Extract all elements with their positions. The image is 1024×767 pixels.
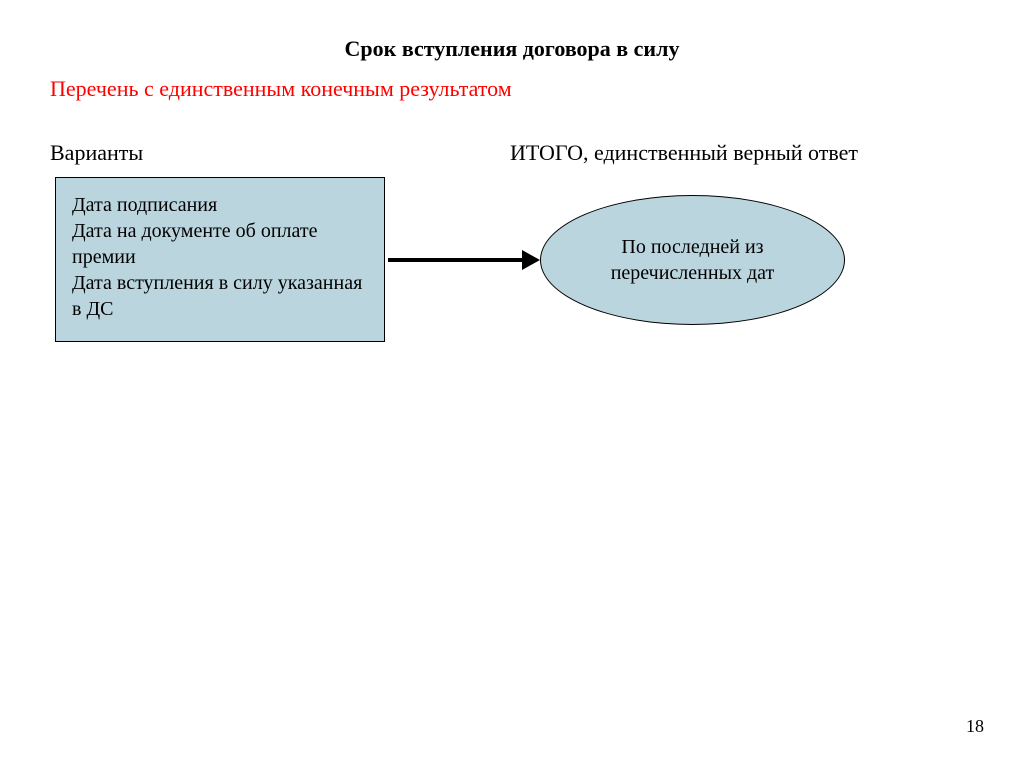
result-text: По последней из перечисленных дат	[571, 234, 814, 286]
option-line: Дата подписания	[72, 192, 368, 218]
column-header-right: ИТОГО, единственный верный ответ	[510, 140, 858, 166]
options-box: Дата подписания Дата на документе об опл…	[55, 177, 385, 342]
arrow-shaft	[388, 258, 528, 262]
column-header-left: Варианты	[50, 140, 143, 166]
arrow-head-icon	[522, 250, 540, 270]
option-line: Дата вступления в силу указанная в ДС	[72, 270, 368, 322]
page-title: Срок вступления договора в силу	[0, 36, 1024, 62]
result-ellipse: По последней из перечисленных дат	[540, 195, 845, 325]
page-number: 18	[966, 716, 984, 737]
subtitle: Перечень с единственным конечным результ…	[50, 76, 512, 102]
option-line: Дата на документе об оплате премии	[72, 218, 368, 270]
